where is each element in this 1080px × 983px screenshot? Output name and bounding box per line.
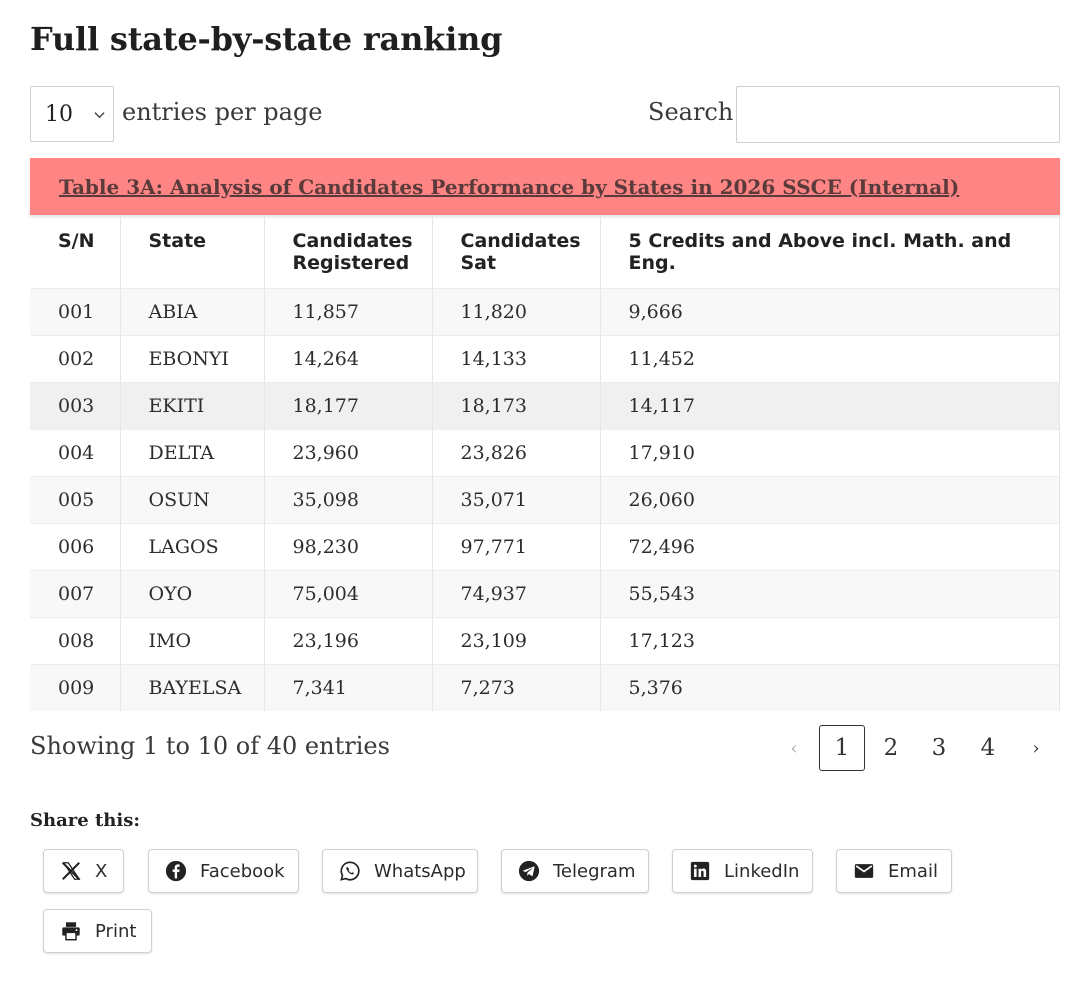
facebook-icon — [165, 860, 187, 882]
cell-five-credits: 14,117 — [600, 381, 1060, 429]
pagination-page-3[interactable]: 3 — [931, 735, 947, 761]
column-header-candidates-sat[interactable]: Candidates Sat — [432, 216, 601, 288]
share-linkedin-button[interactable]: LinkedIn — [672, 849, 813, 893]
cell-sn: 004 — [30, 428, 121, 476]
table-row: 007 OYO 75,004 74,937 55,543 — [30, 569, 1060, 617]
table-row: 005 OSUN 35,098 35,071 26,060 — [30, 475, 1060, 523]
table-row: 002 EBONYI 14,264 14,133 11,452 — [30, 334, 1060, 382]
share-telegram-button[interactable]: Telegram — [501, 849, 649, 893]
table-row: 001 ABIA 11,857 11,820 9,666 — [30, 287, 1060, 335]
page-title: Full state-by-state ranking — [30, 20, 503, 58]
chevron-down-icon — [94, 112, 105, 119]
share-facebook-label: Facebook — [200, 860, 285, 882]
whatsapp-icon — [340, 861, 360, 881]
cell-five-credits: 55,543 — [600, 569, 1060, 617]
share-print-label: Print — [95, 920, 137, 942]
cell-state: IMO — [120, 616, 265, 664]
share-telegram-label: Telegram — [553, 860, 636, 882]
table-row: 004 DELTA 23,960 23,826 17,910 — [30, 428, 1060, 476]
cell-sat: 18,173 — [432, 381, 601, 429]
email-icon — [854, 864, 874, 878]
cell-sn: 009 — [30, 663, 121, 711]
share-x-label: X — [95, 860, 108, 882]
column-header-five-credits[interactable]: 5 Credits and Above incl. Math. and Eng. — [600, 216, 1060, 288]
cell-sn: 002 — [30, 334, 121, 382]
cell-five-credits: 72,496 — [600, 522, 1060, 570]
cell-sat: 23,826 — [432, 428, 601, 476]
cell-five-credits: 17,910 — [600, 428, 1060, 476]
cell-state: EKITI — [120, 381, 265, 429]
cell-sat: 23,109 — [432, 616, 601, 664]
table-info: Showing 1 to 10 of 40 entries — [30, 732, 390, 760]
cell-sat: 35,071 — [432, 475, 601, 523]
cell-state: LAGOS — [120, 522, 265, 570]
cell-state: OYO — [120, 569, 265, 617]
cell-sn: 003 — [30, 381, 121, 429]
cell-registered: 14,264 — [264, 334, 433, 382]
column-header-sn[interactable]: S/N — [30, 216, 121, 288]
share-x-button[interactable]: X — [43, 849, 124, 893]
cell-sat: 97,771 — [432, 522, 601, 570]
cell-state: EBONYI — [120, 334, 265, 382]
table-caption: Table 3A: Analysis of Candidates Perform… — [30, 158, 1060, 215]
search-label: Search: — [648, 98, 742, 126]
cell-five-credits: 26,060 — [600, 475, 1060, 523]
cell-registered: 75,004 — [264, 569, 433, 617]
cell-sn: 008 — [30, 616, 121, 664]
table-row: 006 LAGOS 98,230 97,771 72,496 — [30, 522, 1060, 570]
cell-sat: 14,133 — [432, 334, 601, 382]
cell-five-credits: 11,452 — [600, 334, 1060, 382]
entries-per-page-label: entries per page — [122, 98, 323, 126]
share-whatsapp-button[interactable]: WhatsApp — [322, 849, 478, 893]
search-input[interactable] — [736, 86, 1060, 143]
x-icon — [62, 862, 81, 880]
cell-registered: 18,177 — [264, 381, 433, 429]
share-email-button[interactable]: Email — [836, 849, 952, 893]
share-print-button[interactable]: Print — [43, 909, 152, 953]
cell-state: BAYELSA — [120, 663, 265, 711]
cell-registered: 23,196 — [264, 616, 433, 664]
share-whatsapp-label: WhatsApp — [374, 860, 466, 882]
table-row: 003 EKITI 18,177 18,173 14,117 — [30, 381, 1060, 429]
table-caption-text[interactable]: Table 3A: Analysis of Candidates Perform… — [59, 174, 960, 199]
share-linkedin-label: LinkedIn — [724, 860, 800, 882]
pagination-page-2[interactable]: 2 — [883, 735, 899, 761]
entries-select-value: 10 — [45, 101, 73, 127]
share-title: Share this: — [30, 810, 140, 831]
cell-five-credits: 17,123 — [600, 616, 1060, 664]
cell-registered: 23,960 — [264, 428, 433, 476]
ranking-table: S/N State Candidates Registered Candidat… — [30, 216, 1060, 711]
cell-five-credits: 9,666 — [600, 287, 1060, 335]
pagination-page-4[interactable]: 4 — [980, 735, 996, 761]
linkedin-icon — [690, 861, 710, 881]
cell-five-credits: 5,376 — [600, 663, 1060, 711]
pagination-next[interactable]: › — [1032, 737, 1040, 759]
cell-state: OSUN — [120, 475, 265, 523]
table-row: 008 IMO 23,196 23,109 17,123 — [30, 616, 1060, 664]
print-icon — [62, 922, 80, 941]
cell-sn: 001 — [30, 287, 121, 335]
cell-sat: 11,820 — [432, 287, 601, 335]
cell-registered: 11,857 — [264, 287, 433, 335]
column-header-candidates-registered[interactable]: Candidates Registered — [264, 216, 433, 288]
cell-sat: 74,937 — [432, 569, 601, 617]
table-header-row: S/N State Candidates Registered Candidat… — [30, 216, 1060, 288]
share-email-label: Email — [888, 860, 938, 882]
entries-per-page-select[interactable]: 10 — [30, 86, 114, 142]
cell-sn: 005 — [30, 475, 121, 523]
telegram-icon — [518, 860, 540, 882]
cell-sn: 006 — [30, 522, 121, 570]
cell-registered: 98,230 — [264, 522, 433, 570]
table-row: 009 BAYELSA 7,341 7,273 5,376 — [30, 663, 1060, 711]
share-facebook-button[interactable]: Facebook — [148, 849, 299, 893]
pagination-page-1[interactable]: 1 — [819, 725, 865, 771]
cell-state: ABIA — [120, 287, 265, 335]
cell-registered: 35,098 — [264, 475, 433, 523]
cell-state: DELTA — [120, 428, 265, 476]
cell-sn: 007 — [30, 569, 121, 617]
column-header-state[interactable]: State — [120, 216, 265, 288]
cell-registered: 7,341 — [264, 663, 433, 711]
pagination-previous[interactable]: ‹ — [790, 737, 798, 759]
cell-sat: 7,273 — [432, 663, 601, 711]
